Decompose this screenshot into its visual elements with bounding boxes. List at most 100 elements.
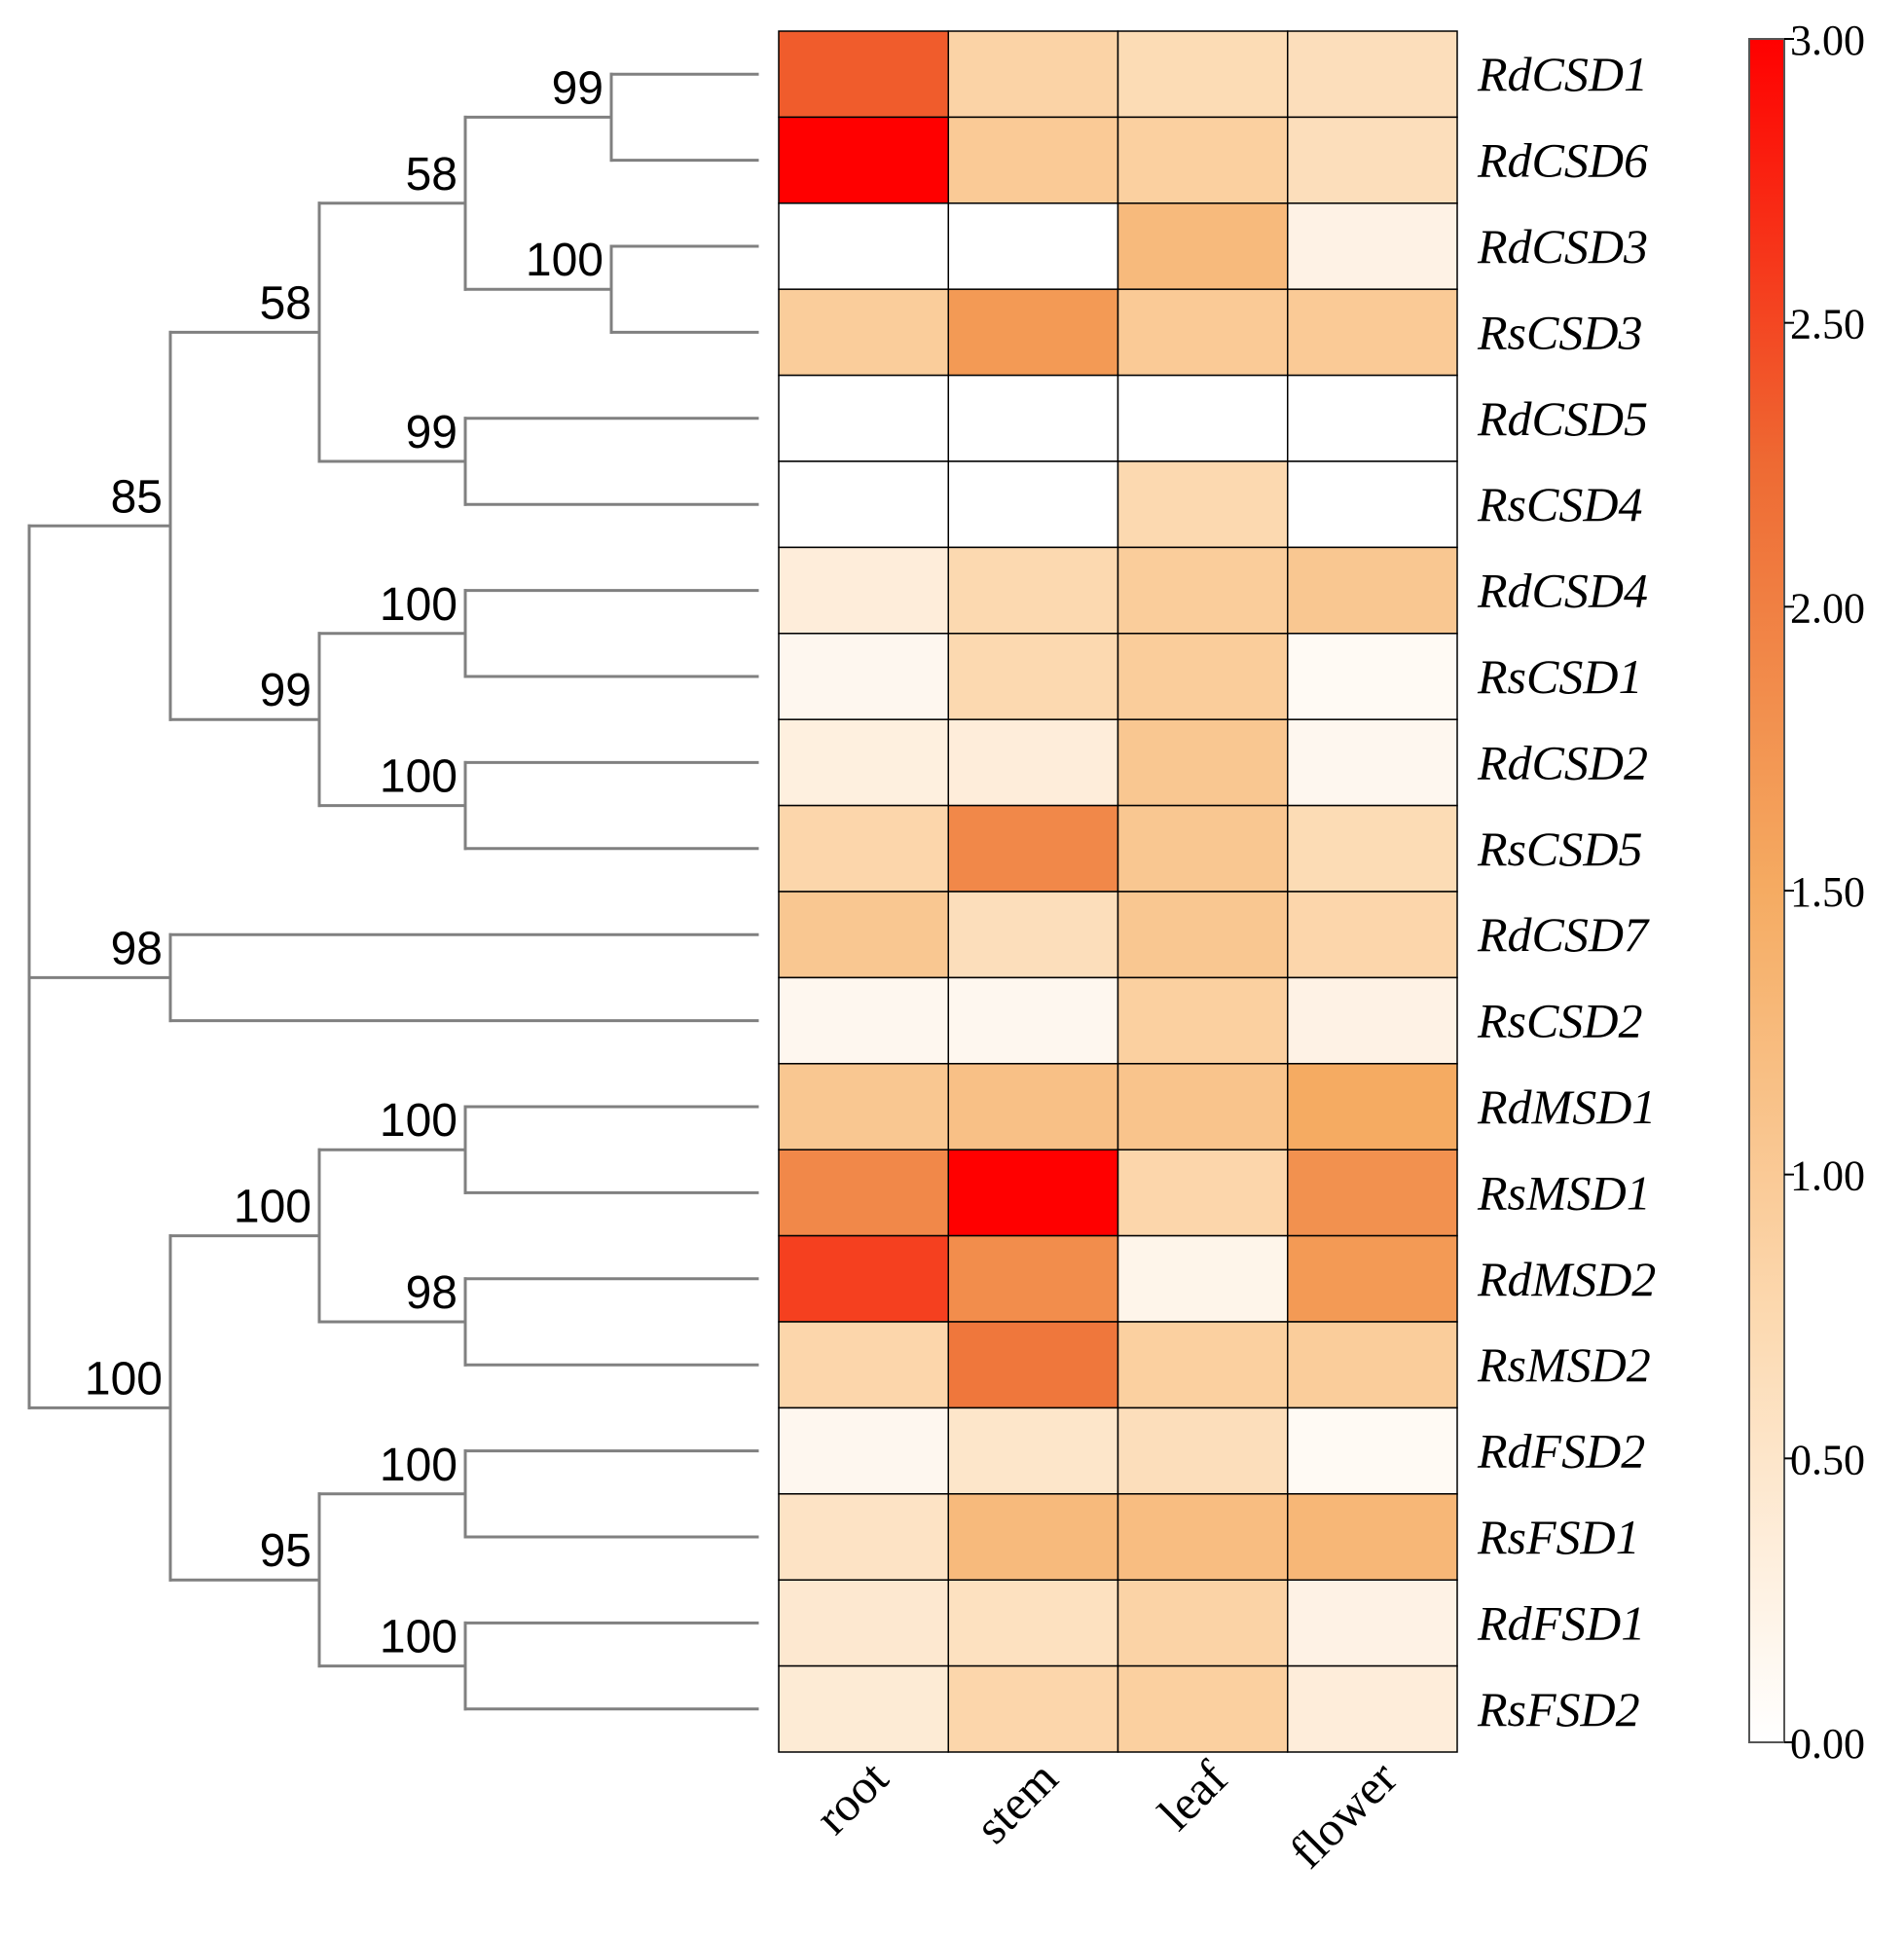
heatmap-cell xyxy=(947,374,1119,462)
heatmap-cell xyxy=(778,374,949,462)
heatmap-cell xyxy=(1117,374,1289,462)
heatmap-cell xyxy=(947,804,1119,893)
heatmap-cell xyxy=(778,804,949,893)
row-label: RsCSD3 xyxy=(1477,305,1642,359)
heatmap-cell xyxy=(1117,1234,1289,1323)
bootstrap-value: 100 xyxy=(85,1353,163,1405)
bootstrap-value: 58 xyxy=(260,277,311,329)
heatmap-cell xyxy=(1117,804,1289,893)
row-label: RdFSD2 xyxy=(1477,1424,1645,1479)
heatmap-cell xyxy=(778,718,949,807)
heatmap-cell xyxy=(778,460,949,549)
bootstrap-value: 100 xyxy=(526,235,604,286)
heatmap-cell xyxy=(1117,460,1289,549)
heatmap-cell xyxy=(947,891,1119,979)
heatmap-cell xyxy=(1117,288,1289,377)
row-label: RsCSD4 xyxy=(1477,477,1642,531)
heatmap-cell xyxy=(778,1321,949,1409)
heatmap-cell xyxy=(1287,891,1458,979)
colorbar-tick-label: 2.50 xyxy=(1790,301,1865,348)
colorbar-tick-label: 2.00 xyxy=(1790,584,1865,632)
heatmap-cell xyxy=(1117,633,1289,720)
bootstrap-value: 100 xyxy=(380,1095,458,1147)
colorbar-tick-label: 0.50 xyxy=(1790,1436,1865,1483)
heatmap-cell xyxy=(778,1664,949,1753)
heatmap-cell xyxy=(1287,1493,1458,1581)
row-label: RdCSD2 xyxy=(1477,735,1648,789)
heatmap-cell xyxy=(1287,460,1458,549)
heatmap-cell xyxy=(1117,976,1289,1065)
bootstrap-value: 100 xyxy=(234,1182,311,1233)
heatmap-cell xyxy=(947,1579,1119,1667)
heatmap-cell xyxy=(947,288,1119,377)
heatmap-cell xyxy=(1287,30,1458,119)
heatmap-cell xyxy=(778,1579,949,1667)
bootstrap-value: 100 xyxy=(380,1440,458,1491)
colorbar-tick-label: 1.50 xyxy=(1790,868,1865,916)
column-label: leaf xyxy=(1148,1750,1238,1841)
heatmap-cell xyxy=(947,116,1119,204)
heatmap-cell xyxy=(778,1149,949,1237)
heatmap-cell xyxy=(947,546,1119,635)
heatmap-cell xyxy=(778,1234,949,1323)
heatmap-cell xyxy=(947,1406,1119,1495)
heatmap-cell xyxy=(947,460,1119,549)
row-label: RsFSD2 xyxy=(1477,1682,1640,1736)
bootstrap-value: 98 xyxy=(406,1267,458,1319)
bootstrap-value: 85 xyxy=(111,471,163,523)
heatmap-cell xyxy=(1287,374,1458,462)
bootstrap-value: 100 xyxy=(380,1612,458,1663)
heatmap-cell xyxy=(947,633,1119,720)
heatmap-cell xyxy=(947,1664,1119,1753)
row-label: RdCSD6 xyxy=(1477,133,1648,188)
column-label: stem xyxy=(965,1750,1068,1853)
row-labels: RdCSD1 RdCSD6 RdCSD3 RsCSD3 RdCSD5 RsCSD4 RdCS… xyxy=(1477,47,1656,1736)
heatmap-cell xyxy=(1117,30,1289,119)
colorbar: 0.00 0.50 1.00 1.50 2.00 2.50 3.00 xyxy=(1748,17,1865,1768)
heatmap-cell xyxy=(778,288,949,377)
heatmap-cell xyxy=(1287,1406,1458,1495)
heatmap-cell xyxy=(1117,1406,1289,1495)
row-label: RdCSD3 xyxy=(1477,219,1648,274)
colorbar-tick-label: 3.00 xyxy=(1790,17,1865,64)
heatmap-cell xyxy=(778,546,949,635)
heatmap-cell xyxy=(778,116,949,204)
heatmap-cell xyxy=(1287,718,1458,807)
heatmap-cell xyxy=(778,1406,949,1495)
row-label: RdFSD1 xyxy=(1477,1595,1645,1650)
heatmap-cell xyxy=(1117,891,1289,979)
bootstrap-value: 99 xyxy=(552,62,604,114)
colorbar-tick-label: 0.00 xyxy=(1790,1720,1865,1768)
row-label: RsFSD1 xyxy=(1477,1510,1640,1564)
heatmap-cells xyxy=(778,30,1458,1753)
bootstrap-value: 99 xyxy=(406,407,458,458)
bootstrap-value: 58 xyxy=(406,149,458,201)
row-label: RdMSD1 xyxy=(1477,1079,1656,1134)
row-label: RdCSD4 xyxy=(1477,564,1648,618)
row-label: RsMSD1 xyxy=(1477,1165,1651,1220)
heatmap-cell xyxy=(947,1149,1119,1237)
row-label: RsCSD1 xyxy=(1477,649,1642,704)
column-label: root xyxy=(804,1750,898,1845)
heatmap-cell xyxy=(947,1234,1119,1323)
heatmap-cell xyxy=(1117,202,1289,290)
heatmap-cell xyxy=(1287,1664,1458,1753)
heatmap-cell xyxy=(947,1063,1119,1151)
heatmap-cell xyxy=(1117,116,1289,204)
heatmap-cell xyxy=(1287,1234,1458,1323)
colorbar-tick-label: 1.00 xyxy=(1790,1152,1865,1200)
heatmap-cell xyxy=(778,976,949,1065)
column-labels: root stem leaf flower xyxy=(804,1750,1408,1879)
heatmap-cell xyxy=(1117,718,1289,807)
bootstrap-labels: 99 58 100 58 99 85 100 99 100 98 100 100 98 100 100 95 1… xyxy=(85,62,604,1662)
heatmap-cell xyxy=(1287,976,1458,1065)
heatmap-cell xyxy=(1117,1664,1289,1753)
heatmap-cell xyxy=(947,976,1119,1065)
heatmap-cell xyxy=(947,202,1119,290)
heatmap-cell xyxy=(1117,1149,1289,1237)
heatmap-cell xyxy=(778,891,949,979)
heatmap-cell xyxy=(1117,1063,1289,1151)
bootstrap-value: 98 xyxy=(111,923,163,974)
